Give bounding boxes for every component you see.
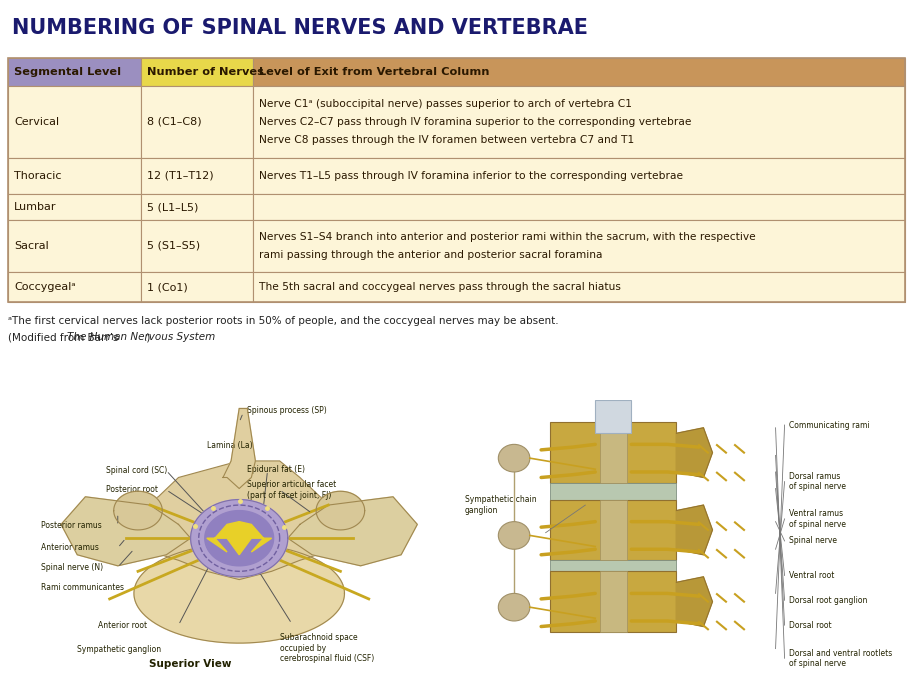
Text: Ventral root: Ventral root — [789, 571, 834, 580]
Text: .): .) — [143, 332, 151, 342]
Text: Segmental Level: Segmental Level — [14, 67, 121, 77]
Text: Sacral: Sacral — [14, 241, 49, 251]
Text: Nerves C2–C7 pass through IV foramina superior to the corresponding vertebrae: Nerves C2–C7 pass through IV foramina su… — [259, 117, 691, 127]
Text: 1 (Co1): 1 (Co1) — [147, 282, 187, 292]
Text: 8 (C1–C8): 8 (C1–C8) — [147, 117, 201, 127]
Text: Lumbar: Lumbar — [14, 202, 56, 212]
Text: Spinal nerve: Spinal nerve — [789, 536, 836, 546]
Text: Spinal cord (SC): Spinal cord (SC) — [106, 466, 166, 475]
Text: Dorsal ramus
of spinal nerve: Dorsal ramus of spinal nerve — [789, 472, 845, 491]
Bar — [141, 58, 253, 86]
Bar — [141, 86, 253, 158]
Text: NUMBERING OF SPINAL NERVES AND VERTEBRAE: NUMBERING OF SPINAL NERVES AND VERTEBRAE — [12, 18, 587, 38]
Polygon shape — [190, 500, 288, 577]
Bar — [253, 272, 904, 302]
Ellipse shape — [498, 593, 529, 621]
Polygon shape — [114, 491, 162, 530]
Polygon shape — [134, 544, 344, 643]
Text: Subarachnoid space
occupied by
cerebrospinal fluid (CSF): Subarachnoid space occupied by cerebrosp… — [279, 633, 373, 663]
Text: Cervical: Cervical — [14, 117, 59, 127]
Text: ᵃThe first cervical nerves lack posterior roots in 50% of people, and the coccyg: ᵃThe first cervical nerves lack posterio… — [8, 316, 558, 326]
Text: Nerves S1–S4 branch into anterior and posterior rami within the sacrum, with the: Nerves S1–S4 branch into anterior and po… — [259, 233, 754, 242]
Bar — [599, 500, 626, 560]
Bar — [8, 220, 141, 272]
Bar — [141, 272, 253, 302]
Ellipse shape — [498, 444, 529, 472]
Bar — [8, 58, 904, 302]
Text: Epidural fat (E): Epidural fat (E) — [247, 464, 305, 474]
Text: Nerve C8 passes through the IV foramen between vertebra C7 and T1: Nerve C8 passes through the IV foramen b… — [259, 135, 633, 145]
Bar — [253, 194, 904, 220]
Text: Sympathetic chain
ganglion: Sympathetic chain ganglion — [464, 495, 536, 515]
Text: Ventral ramus
of spinal nerve: Ventral ramus of spinal nerve — [789, 509, 845, 529]
Bar — [599, 571, 626, 632]
Ellipse shape — [498, 522, 529, 549]
Text: rami passing through the anterior and posterior sacral foramina: rami passing through the anterior and po… — [259, 250, 602, 259]
Text: Dorsal and ventral rootlets
of spinal nerve: Dorsal and ventral rootlets of spinal ne… — [789, 649, 891, 668]
Text: Superior articular facet
(part of facet joint, FJ): Superior articular facet (part of facet … — [247, 480, 336, 500]
Text: Number of Nerves: Number of Nerves — [147, 67, 264, 77]
Polygon shape — [207, 522, 271, 555]
Text: Spinal nerve (N): Spinal nerve (N) — [40, 562, 103, 572]
Polygon shape — [675, 505, 711, 555]
Text: Sympathetic ganglion: Sympathetic ganglion — [77, 644, 161, 653]
Text: The 5th sacral and coccygeal nerves pass through the sacral hiatus: The 5th sacral and coccygeal nerves pass… — [259, 282, 620, 292]
Text: Anterior root: Anterior root — [97, 620, 146, 630]
Polygon shape — [550, 422, 675, 483]
Text: Level of Exit from Vertebral Column: Level of Exit from Vertebral Column — [259, 67, 489, 77]
Text: The Human Nervous System: The Human Nervous System — [67, 332, 215, 342]
Text: Dorsal root: Dorsal root — [789, 620, 831, 630]
Text: Rami communicantes: Rami communicantes — [40, 583, 124, 593]
Bar — [0, 354, 919, 690]
Bar — [8, 58, 141, 86]
Text: Posterior ramus: Posterior ramus — [40, 521, 101, 531]
Bar — [550, 560, 675, 577]
Polygon shape — [61, 497, 190, 566]
Text: Coccygealᵃ: Coccygealᵃ — [14, 282, 75, 292]
Polygon shape — [675, 577, 711, 627]
Polygon shape — [118, 461, 360, 580]
Text: Anterior ramus: Anterior ramus — [40, 543, 98, 553]
Bar — [8, 158, 141, 194]
Bar — [8, 272, 141, 302]
Text: Dorsal root ganglion: Dorsal root ganglion — [789, 595, 867, 605]
Bar — [8, 194, 141, 220]
Bar — [253, 86, 904, 158]
Text: 5 (L1–L5): 5 (L1–L5) — [147, 202, 199, 212]
Bar — [599, 422, 626, 483]
Polygon shape — [205, 511, 273, 566]
Polygon shape — [316, 491, 364, 530]
Text: Superior View: Superior View — [149, 660, 232, 669]
Text: (Modified from Barr’s: (Modified from Barr’s — [8, 332, 121, 342]
Bar — [595, 400, 630, 433]
Text: Posterior root: Posterior root — [106, 485, 157, 495]
Bar — [141, 194, 253, 220]
Bar — [253, 220, 904, 272]
Bar — [141, 220, 253, 272]
Text: Spinous process (SP): Spinous process (SP) — [247, 406, 326, 415]
Text: Lamina (La): Lamina (La) — [207, 441, 252, 450]
Bar — [253, 58, 904, 86]
Bar — [253, 158, 904, 194]
Bar — [141, 158, 253, 194]
Text: Nerves T1–L5 pass through IV foramina inferior to the corresponding vertebrae: Nerves T1–L5 pass through IV foramina in… — [259, 171, 683, 181]
Text: Thoracic: Thoracic — [14, 171, 62, 181]
Polygon shape — [550, 571, 675, 632]
Text: Communicating rami: Communicating rami — [789, 420, 868, 430]
Text: 5 (S1–S5): 5 (S1–S5) — [147, 241, 200, 251]
Polygon shape — [675, 428, 711, 477]
Bar — [8, 86, 141, 158]
Text: 12 (T1–T12): 12 (T1–T12) — [147, 171, 213, 181]
Polygon shape — [222, 408, 255, 489]
Polygon shape — [288, 497, 417, 566]
Text: Nerve C1ᵃ (suboccipital nerve) passes superior to arch of vertebra C1: Nerve C1ᵃ (suboccipital nerve) passes su… — [259, 99, 631, 109]
Bar — [550, 483, 675, 500]
Polygon shape — [550, 500, 675, 560]
